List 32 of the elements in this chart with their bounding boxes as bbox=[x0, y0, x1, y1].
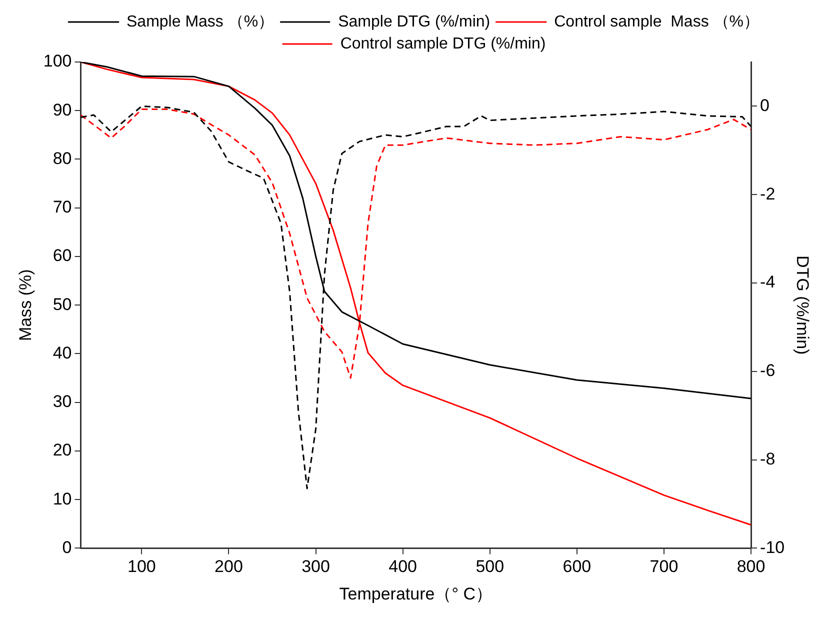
x-tick-label: 100 bbox=[128, 557, 156, 576]
y-tick-label: 20 bbox=[52, 440, 72, 460]
x-tick-label: 200 bbox=[214, 557, 243, 576]
y2-tick-label: -8 bbox=[760, 449, 776, 468]
y-tick-label: 0 bbox=[62, 538, 72, 557]
x-tick-label: 400 bbox=[388, 557, 418, 576]
y2-tick-label: -10 bbox=[760, 538, 785, 557]
legend-label: Sample Mass （%） bbox=[126, 13, 274, 30]
x-tick-label: 500 bbox=[476, 557, 504, 576]
legend-label: Control sample Mass （%） bbox=[554, 13, 760, 30]
x-tick-label: 600 bbox=[562, 557, 592, 576]
y-axis-title: Mass (%) bbox=[16, 269, 35, 341]
y-tick-label: 60 bbox=[52, 246, 72, 266]
y-tick-label: 70 bbox=[52, 198, 72, 217]
y2-tick-label: -6 bbox=[760, 361, 776, 380]
y-tick-label: 40 bbox=[52, 343, 72, 362]
y-tick-label: 100 bbox=[43, 52, 72, 71]
legend-label: Control sample DTG (%/min) bbox=[340, 35, 546, 52]
x-tick-label: 300 bbox=[302, 557, 330, 576]
x-axis-title: Temperature（° C） bbox=[339, 584, 493, 604]
y2-tick-label: -4 bbox=[760, 272, 776, 292]
legend-label: Sample DTG (%/min) bbox=[338, 13, 490, 30]
y-tick-label: 30 bbox=[52, 392, 72, 412]
y2-tick-label: 0 bbox=[760, 96, 770, 115]
y-tick-label: 90 bbox=[52, 100, 72, 120]
y-tick-label: 10 bbox=[52, 489, 72, 508]
y2-axis-title: DTG (%/min) bbox=[793, 256, 812, 355]
y-tick-label: 80 bbox=[52, 148, 72, 168]
y2-tick-label: -2 bbox=[760, 184, 776, 204]
y-tick-label: 50 bbox=[52, 294, 72, 314]
x-tick-label: 700 bbox=[650, 557, 678, 576]
x-tick-label: 800 bbox=[736, 557, 766, 576]
